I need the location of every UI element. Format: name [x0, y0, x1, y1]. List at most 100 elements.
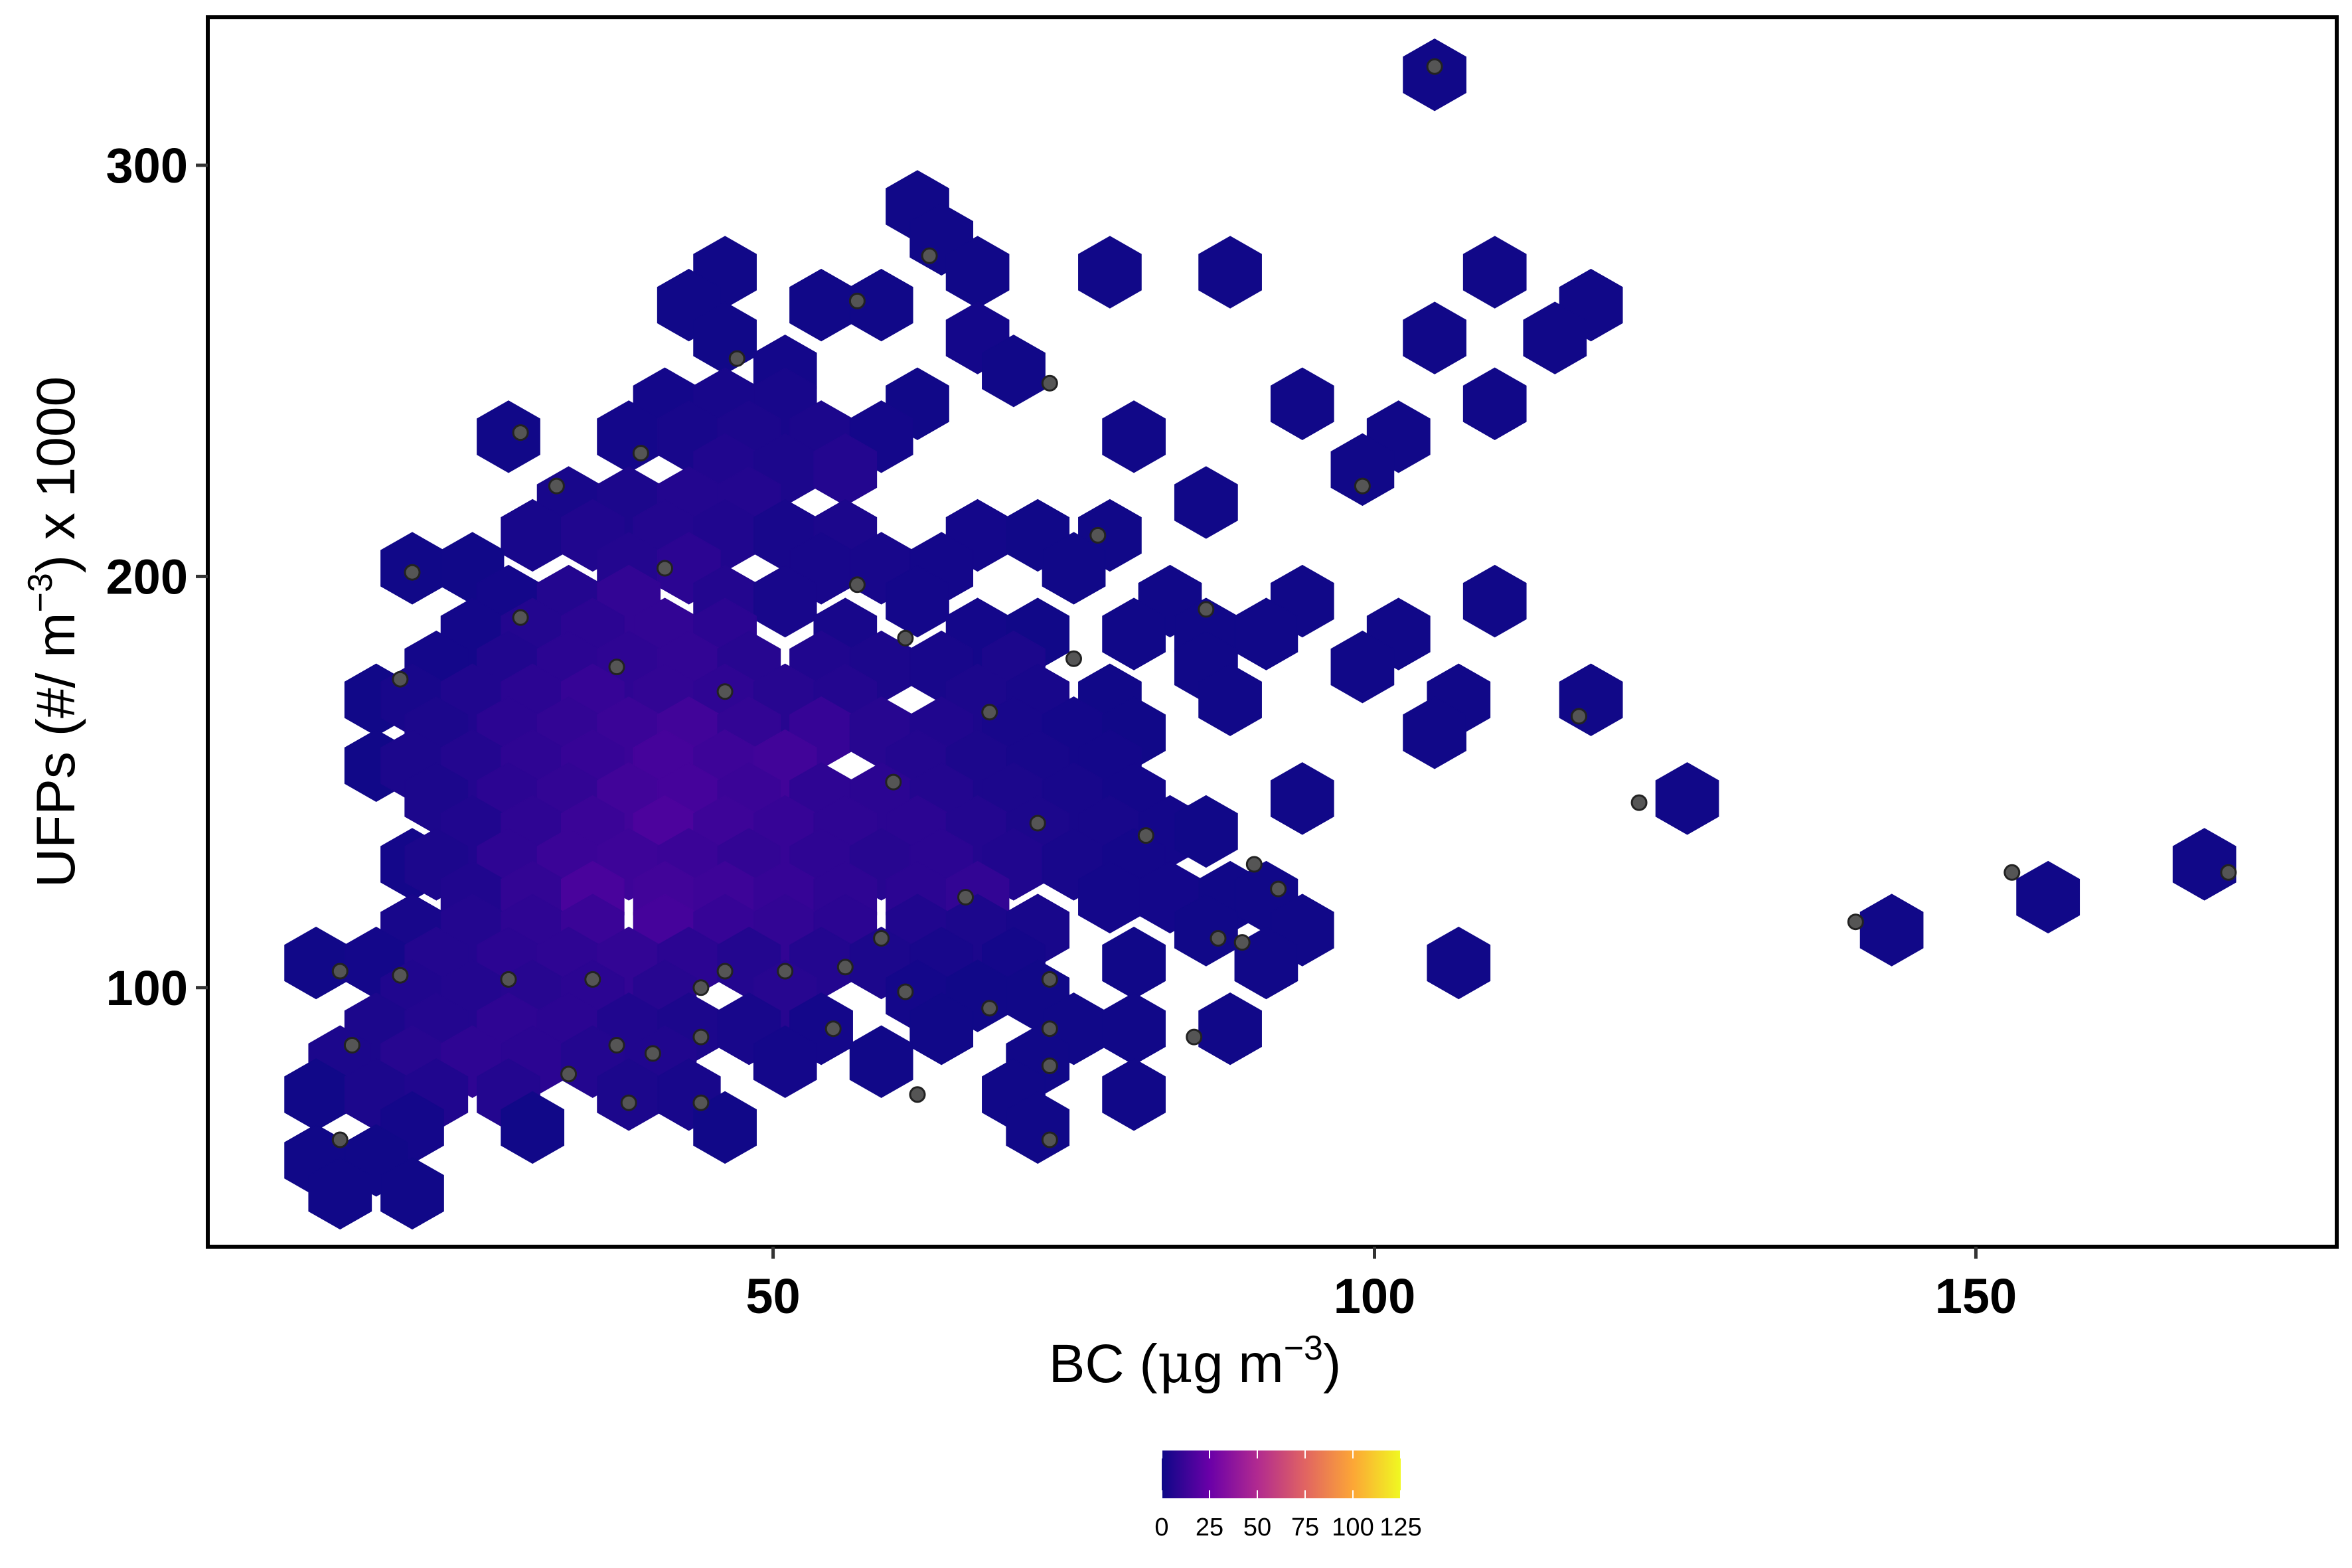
hexbin-cell — [477, 400, 540, 473]
data-point — [331, 963, 349, 980]
y-tick-label: 300 — [106, 138, 188, 193]
hexbin-cell — [1330, 630, 1395, 704]
data-point — [548, 477, 565, 495]
data-point — [1065, 650, 1082, 667]
hexbin-cell — [1403, 301, 1466, 374]
data-point — [1630, 794, 1648, 811]
data-point — [1354, 477, 1371, 495]
data-point — [1186, 1028, 1203, 1046]
y-axis: 100 200 300 — [106, 138, 208, 1016]
hexbin-cell — [1270, 762, 1334, 835]
hexbin-cell — [1859, 894, 1924, 967]
hexbin-layer — [284, 39, 2236, 1230]
y-tick-label: 100 — [106, 961, 188, 1016]
data-point — [1245, 856, 1263, 873]
data-point — [848, 576, 866, 593]
colorbar-label: 0 — [1154, 1514, 1168, 1541]
data-point — [836, 959, 854, 976]
x-tick-label: 150 — [1935, 1269, 2017, 1324]
hexbin-cell — [1655, 762, 1719, 835]
data-point — [1137, 827, 1154, 844]
x-axis-title: BC (μg m−3) — [1049, 1329, 1342, 1395]
hexbin-cell — [1523, 301, 1587, 374]
data-point — [981, 1000, 998, 1017]
data-point — [897, 629, 914, 647]
hexbin-cell — [1198, 236, 1262, 309]
colorbar-label: 100 — [1332, 1514, 1373, 1541]
data-point — [1041, 971, 1058, 988]
data-point — [981, 704, 998, 721]
data-point — [1571, 708, 1587, 725]
data-point — [1041, 1020, 1058, 1038]
hexbin-cell — [1462, 367, 1527, 440]
data-point — [1198, 601, 1215, 618]
data-point — [1041, 374, 1058, 392]
data-point — [897, 983, 914, 1000]
data-point — [1270, 880, 1287, 898]
y-axis-title: UFPs (#/ m−3) x 1000 — [21, 376, 86, 888]
data-point — [716, 683, 734, 700]
data-point — [728, 350, 745, 367]
hexbin-cell — [789, 268, 853, 342]
hexbin-cell — [693, 1091, 757, 1164]
data-point — [608, 659, 625, 676]
data-point — [392, 670, 409, 688]
x-axis: 50 100 150 — [745, 1247, 2017, 1324]
hexbin-cell — [1102, 1058, 1166, 1131]
data-point — [584, 971, 601, 988]
hexbin-cell — [308, 1156, 372, 1230]
hexbin-cell — [886, 564, 949, 638]
data-point — [2220, 864, 2237, 881]
hexbin-cell — [2016, 860, 2080, 934]
data-point — [404, 564, 421, 581]
data-point — [777, 963, 794, 980]
data-point — [560, 1065, 578, 1083]
point-layer — [331, 58, 2237, 1148]
data-point — [1233, 934, 1251, 951]
plot-panel-border — [206, 15, 2339, 1249]
data-point — [644, 1045, 661, 1062]
hexbin-cell — [501, 1091, 565, 1164]
colorbar-legend: 0 25 50 75 100 125 — [1154, 1450, 1422, 1541]
data-point — [692, 979, 710, 996]
hexbin-cell — [849, 268, 913, 342]
hexbin-cell — [284, 926, 348, 1000]
data-point — [1041, 1131, 1058, 1148]
data-point — [909, 1086, 926, 1103]
data-point — [692, 1094, 710, 1111]
hexbin-cell — [1042, 532, 1106, 605]
colorbar-ticks: 0 25 50 75 100 125 — [1154, 1450, 1422, 1541]
data-point — [608, 1037, 625, 1054]
data-point — [873, 930, 890, 947]
hexbin-cell — [982, 335, 1046, 408]
data-point — [2003, 864, 2021, 881]
data-point — [1041, 1058, 1058, 1074]
data-point — [1029, 815, 1046, 832]
hexbin-cell — [1174, 795, 1238, 868]
data-point — [620, 1094, 637, 1111]
data-point — [1210, 930, 1227, 947]
hexbin-cell — [1427, 926, 1491, 1000]
data-point — [632, 445, 649, 462]
hexbin-cell — [1078, 236, 1142, 309]
x-tick-label: 100 — [1334, 1269, 1415, 1324]
hexbin-cell — [849, 1025, 913, 1098]
data-point — [657, 560, 673, 577]
hexbin-cell — [1270, 367, 1334, 440]
data-point — [957, 889, 974, 905]
hexbin-cell — [1559, 663, 1623, 736]
hexbin-cell — [1403, 696, 1466, 769]
data-point — [343, 1037, 360, 1054]
hexbin-cell — [1462, 564, 1527, 638]
hexbin-cell — [1102, 926, 1166, 1000]
colorbar-label: 125 — [1379, 1514, 1421, 1541]
y-tick-label: 200 — [106, 549, 188, 604]
hexbin-cell — [1174, 466, 1238, 539]
hexbin-cell — [1102, 597, 1166, 670]
hexbin-cell — [1462, 236, 1527, 309]
data-point — [512, 424, 529, 441]
x-tick-label: 50 — [745, 1269, 800, 1324]
data-point — [392, 967, 409, 984]
data-point — [716, 963, 734, 980]
